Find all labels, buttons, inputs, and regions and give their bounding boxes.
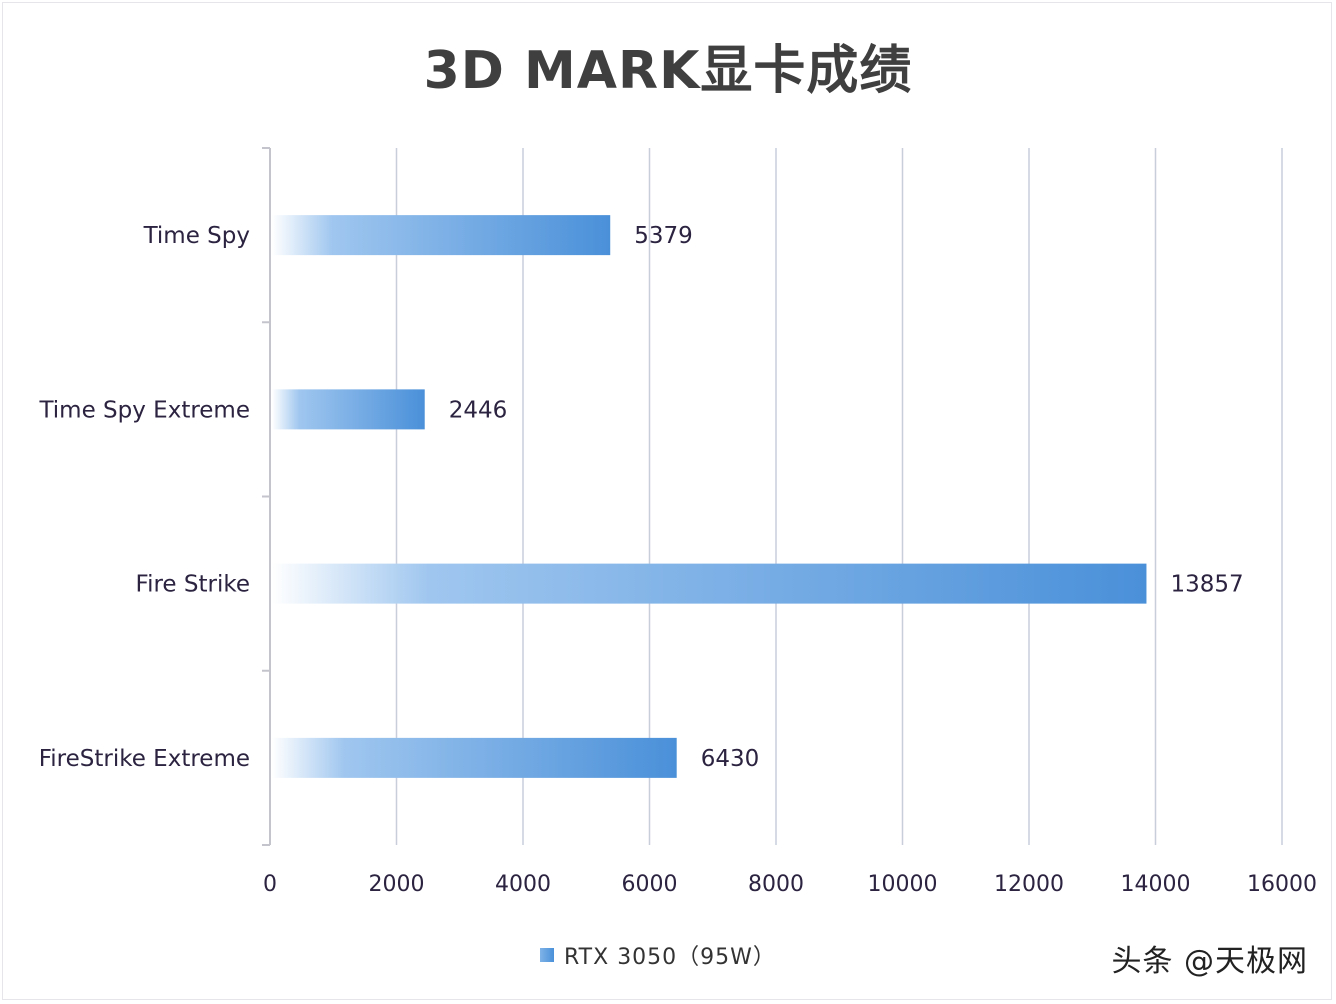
category-label: Fire Strike <box>136 572 250 598</box>
category-label: Time Spy Extreme <box>38 397 250 423</box>
legend-label: RTX 3050（95W） <box>564 945 776 970</box>
x-tick-label: 8000 <box>748 872 804 897</box>
legend: RTX 3050（95W） <box>540 940 776 970</box>
bar <box>272 215 611 256</box>
chart-title: 3D MARK显卡成绩 <box>423 41 913 101</box>
x-tick-label: 4000 <box>495 872 551 897</box>
data-label: 13857 <box>1170 572 1243 598</box>
watermark: 头条 @天极网 <box>1111 944 1308 979</box>
x-tick-label: 6000 <box>622 872 678 897</box>
x-tick-label: 14000 <box>1121 872 1191 897</box>
category-labels: Time Spy Time Spy Extreme Fire Strike FireS… <box>38 223 250 772</box>
bar <box>272 737 677 778</box>
data-label: 6430 <box>701 746 760 772</box>
x-tick-labels: 0 2000 4000 6000 8000 10000 12000 14000 16000 <box>263 872 1317 897</box>
bar <box>272 563 1147 604</box>
data-label: 5379 <box>634 223 693 249</box>
y-axis <box>262 147 271 846</box>
x-tick-label: 10000 <box>868 872 938 897</box>
x-tick-label: 2000 <box>369 872 425 897</box>
data-labels: 5379 2446 13857 6430 <box>449 223 1244 772</box>
bar <box>272 389 425 430</box>
grid-lines <box>395 148 1283 845</box>
data-label: 2446 <box>449 397 508 423</box>
bars <box>272 215 1147 778</box>
x-tick-label: 12000 <box>994 872 1064 897</box>
x-tick-label: 0 <box>263 872 277 897</box>
legend-swatch <box>540 948 554 962</box>
x-tick-label: 16000 <box>1247 872 1317 897</box>
category-label: FireStrike Extreme <box>39 746 250 772</box>
category-label: Time Spy <box>143 223 250 249</box>
